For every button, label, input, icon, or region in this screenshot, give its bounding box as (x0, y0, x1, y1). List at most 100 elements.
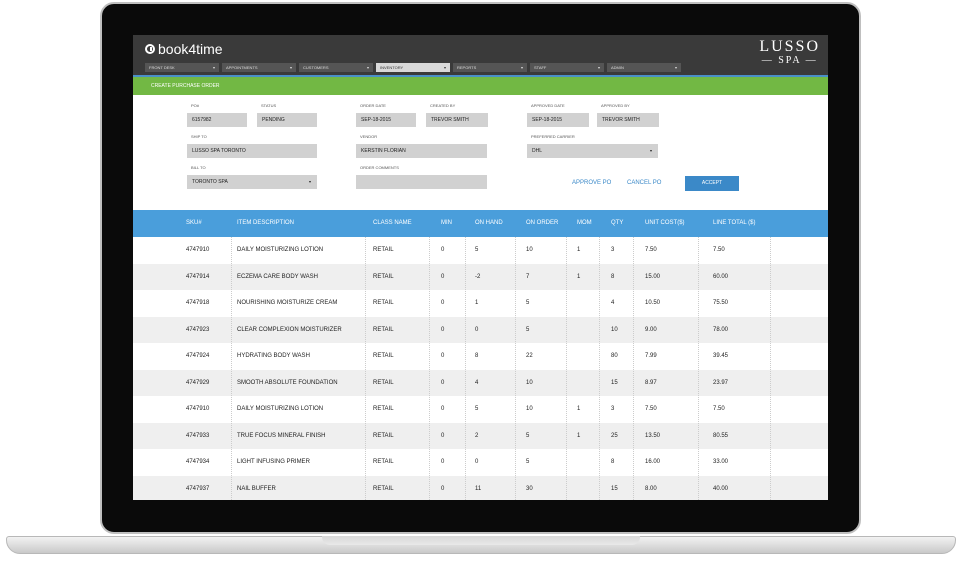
status-field[interactable]: PENDING (257, 113, 317, 127)
col-on-order[interactable]: ON ORDER (526, 220, 559, 226)
ship-to-field[interactable]: LUSSO SPA TORONTO (187, 144, 317, 158)
cell-description: SMOOTH ABSOLUTE FOUNDATION (237, 379, 338, 386)
column-divider (515, 237, 516, 500)
cell-qty[interactable]: 8 (611, 273, 615, 280)
cell-description: HYDRATING BODY WASH (237, 353, 310, 359)
accept-button[interactable]: ACCEPT (685, 176, 739, 191)
nav-staff[interactable]: STAFF ▾ (530, 63, 604, 72)
cell-min: 0 (441, 326, 445, 333)
col-sku[interactable]: SKU# (186, 220, 202, 226)
created-by-field[interactable]: TREVOR SMITH (426, 113, 488, 127)
col-line-total[interactable]: LINE TOTAL ($) (713, 220, 756, 226)
cell-qty[interactable]: 15 (611, 485, 618, 492)
cell-qty[interactable]: 25 (611, 432, 618, 439)
order-date-field[interactable]: SEP-18-2015 (356, 113, 416, 127)
column-divider (365, 237, 366, 500)
app-screen: book4time LUSSO — SPA — FRONT DESK ▾ APPO… (133, 35, 828, 500)
carrier-value: DHL (532, 148, 543, 154)
cell-min: 0 (441, 353, 445, 359)
cell-min: 0 (441, 379, 445, 386)
po-number-field[interactable]: 6157982 (187, 113, 247, 127)
cell-sku: 4747929 (186, 379, 210, 386)
main-nav: FRONT DESK ▾ APPOINTMENTS ▾ CUSTOMERS ▾ INV… (145, 63, 681, 72)
table-row[interactable]: 4747910 DAILY MOISTURIZING LOTION RETAIL 0 5… (133, 396, 828, 423)
cell-on-order: 10 (526, 379, 533, 386)
column-divider (231, 237, 232, 500)
vendor-field[interactable]: KERSTIN FLORIAN (356, 144, 487, 158)
cell-on-order: 7 (526, 273, 530, 280)
col-class-name[interactable]: CLASS NAME (373, 220, 412, 226)
table-row[interactable]: 4747934 LIGHT INFUSING PRIMER RETAIL 0 0 5 8 16… (133, 449, 828, 476)
nav-customers[interactable]: CUSTOMERS ▾ (299, 63, 373, 72)
column-divider (566, 237, 567, 500)
col-on-hand[interactable]: ON HAND (475, 220, 503, 226)
cell-description: CLEAR COMPLEXION MOISTURIZER (237, 326, 342, 333)
bill-to-select[interactable]: TORONTO SPA ▾ (187, 175, 317, 189)
cell-on-hand: 0 (475, 459, 479, 465)
brand-tagline: — SPA — (761, 55, 818, 66)
created-by-label: CREATED BY (430, 103, 456, 108)
cancel-po-link[interactable]: CANCEL PO (627, 180, 662, 186)
table-row[interactable]: 4747914 ECZEMA CARE BODY WASH RETAIL 0 -2 7 1 8… (133, 263, 828, 290)
nav-front-desk[interactable]: FRONT DESK ▾ (145, 63, 219, 72)
col-unit-cost[interactable]: UNIT COST($) (645, 220, 685, 226)
table-row[interactable]: 4747924 HYDRATING BODY WASH RETAIL 0 8 22 80 7.… (133, 343, 828, 370)
nav-label: REPORTS (457, 65, 477, 70)
table-row[interactable]: 4747929 SMOOTH ABSOLUTE FOUNDATION RETAIL 0… (133, 369, 828, 396)
nav-reports[interactable]: REPORTS ▾ (453, 63, 527, 72)
chevron-down-icon: ▾ (674, 65, 677, 70)
cell-qty[interactable]: 3 (611, 406, 615, 412)
cell-min: 0 (441, 247, 445, 253)
approved-date-field[interactable]: SEP-18-2015 (527, 113, 589, 127)
cell-class-name: RETAIL (373, 326, 394, 333)
cell-on-hand: 1 (475, 300, 479, 306)
cell-description: DAILY MOISTURIZING LOTION (237, 406, 324, 412)
cell-qty[interactable]: 10 (611, 326, 618, 333)
cell-sku: 4747933 (186, 432, 210, 439)
chevron-down-icon: ▾ (366, 65, 369, 70)
nav-appointments[interactable]: APPOINTMENTS ▾ (222, 63, 296, 72)
cell-class-name: RETAIL (373, 300, 394, 306)
table-row[interactable]: 4747918 NOURISHING MOISTURIZE CREAM RETAIL… (133, 290, 828, 317)
nav-admin[interactable]: ADMIN ▾ (607, 63, 681, 72)
table-row[interactable]: 4747923 CLEAR COMPLEXION MOISTURIZER RETAI… (133, 316, 828, 343)
col-qty[interactable]: QTY (611, 220, 624, 226)
cell-on-order: 5 (526, 326, 530, 333)
column-divider (770, 237, 771, 500)
cell-qty[interactable]: 8 (611, 459, 615, 465)
chevron-down-icon: ▾ (520, 65, 523, 70)
approved-by-field[interactable]: TREVOR SMITH (597, 113, 659, 127)
cell-qty[interactable]: 4 (611, 300, 615, 306)
table-row[interactable]: 4747910 DAILY MOISTURIZING LOTION RETAIL 0 5… (133, 237, 828, 264)
cell-description: DAILY MOISTURIZING LOTION (237, 247, 324, 253)
col-mom[interactable]: MOM (577, 220, 592, 226)
chevron-down-icon: ▾ (649, 148, 652, 153)
cell-line-total: 7.50 (713, 247, 725, 253)
cell-qty[interactable]: 15 (611, 379, 618, 386)
status-label: STATUS (261, 103, 277, 108)
nav-inventory[interactable]: INVENTORY ▾ (376, 63, 450, 72)
table-row[interactable]: 4747933 TRUE FOCUS MINERAL FINISH RETAIL 0 2… (133, 422, 828, 449)
cell-sku: 4747910 (186, 247, 210, 253)
cell-description: TRUE FOCUS MINERAL FINISH (237, 432, 326, 439)
cell-mom: 1 (577, 432, 581, 439)
cell-min: 0 (441, 485, 445, 492)
cell-sku: 4747937 (186, 485, 210, 492)
order-comments-field[interactable] (356, 175, 487, 189)
cell-line-total: 80.55 (713, 432, 729, 439)
col-description[interactable]: ITEM DESCRIPTION (237, 220, 295, 226)
cell-qty[interactable]: 3 (611, 247, 615, 253)
carrier-select[interactable]: DHL ▾ (527, 144, 658, 158)
column-divider (698, 237, 699, 500)
cell-class-name: RETAIL (373, 459, 394, 465)
approve-po-link[interactable]: APPROVE PO (572, 180, 612, 186)
cell-description: NAIL BUFFER (237, 485, 276, 492)
cell-qty[interactable]: 80 (611, 353, 618, 359)
col-min[interactable]: MIN (441, 220, 452, 226)
chevron-down-icon: ▾ (212, 65, 215, 70)
table-row[interactable]: 4747937 NAIL BUFFER RETAIL 0 11 30 15 8.00 40.00 (133, 475, 828, 500)
cell-description: ECZEMA CARE BODY WASH (237, 273, 319, 280)
app-logo[interactable]: book4time (145, 41, 223, 57)
nav-label: CUSTOMERS (303, 65, 329, 70)
cell-sku: 4747914 (186, 273, 210, 280)
